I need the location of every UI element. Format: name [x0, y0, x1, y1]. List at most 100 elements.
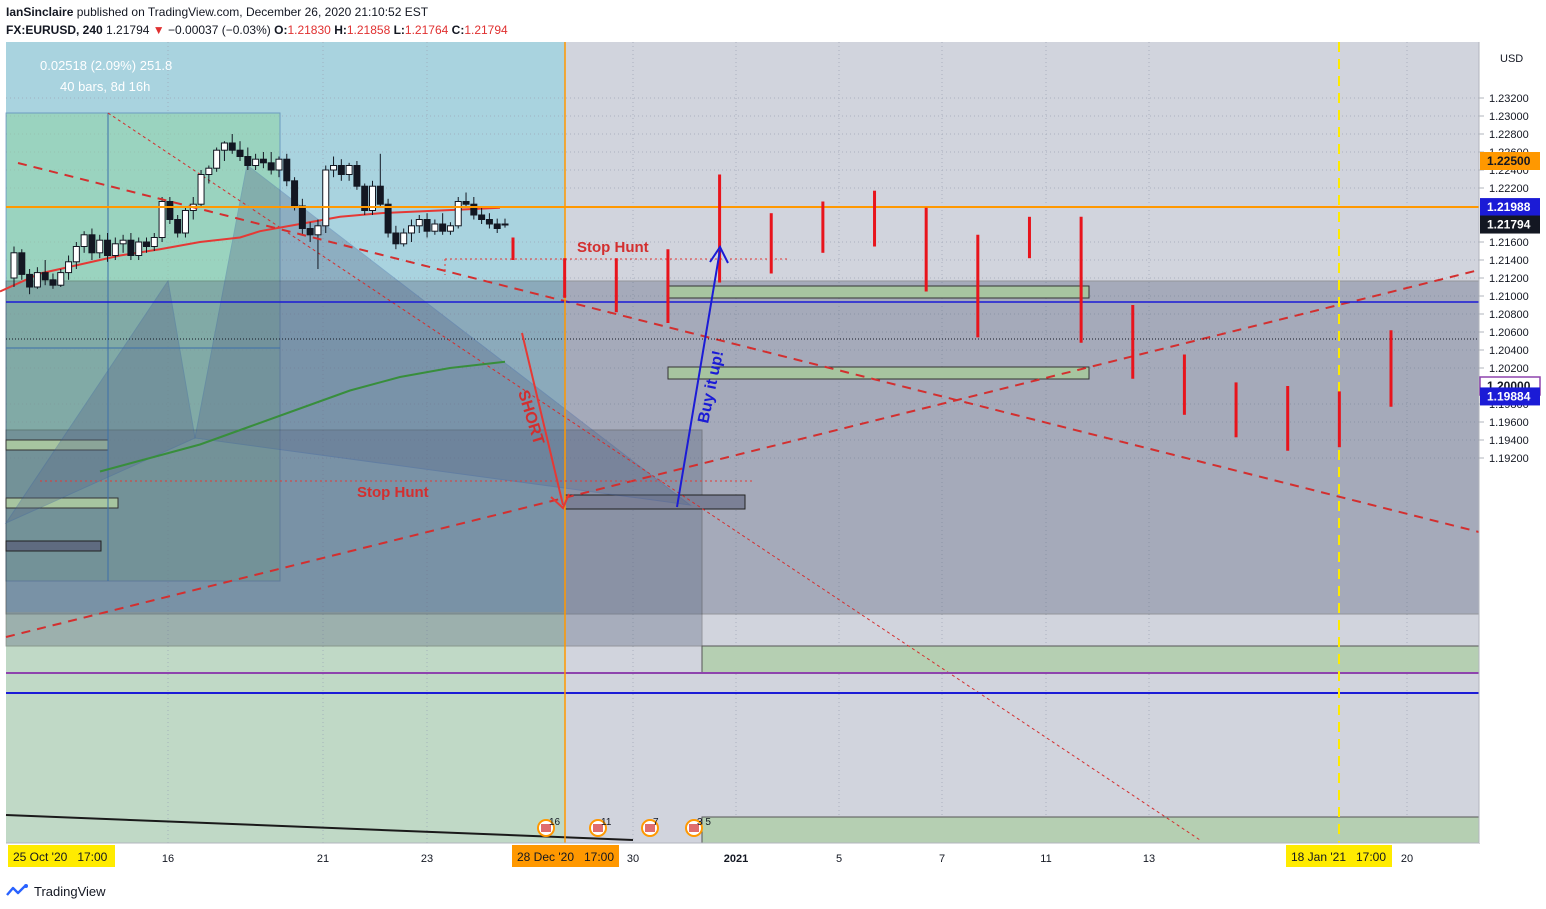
candle-down — [470, 203, 478, 216]
ma-red-line — [0, 206, 501, 293]
x-tick-label: 23 — [421, 853, 433, 865]
price-change: −0.00037 (−0.03%) — [168, 23, 271, 37]
open-value: 1.21830 — [287, 23, 331, 37]
candles-group — [10, 134, 509, 295]
candle-up — [119, 239, 127, 245]
y-tick-label: 1.23200 — [1489, 93, 1529, 105]
time-axis-bg — [6, 843, 1479, 870]
x-tick-label: 5 — [836, 853, 842, 865]
price-label-text: 1.21794 — [1487, 218, 1531, 232]
candle-down — [384, 203, 392, 234]
candle-down — [127, 239, 135, 256]
x-tick-label: 21 — [317, 853, 329, 865]
green-box-upper — [667, 285, 1090, 299]
price-chart[interactable]: Stop Hunt Stop Hunt SHORT Buy it up! 0.0… — [0, 0, 1546, 875]
low-value: 1.21764 — [404, 23, 449, 37]
candle-up — [322, 169, 330, 227]
price-label-text: 1.19884 — [1487, 389, 1531, 403]
candle-down — [392, 232, 400, 245]
x-tick-label: 16 — [162, 853, 174, 865]
candle-down — [41, 272, 49, 281]
candle-up — [33, 272, 41, 288]
author-name[interactable]: IanSinclaire — [6, 5, 74, 19]
event-badges[interactable]: 16 11 7 3 5 — [537, 817, 711, 837]
y-tick-label: 1.21000 — [1489, 291, 1529, 303]
down-arrow-icon: ▼ — [152, 23, 165, 37]
candle-up — [213, 149, 221, 169]
y-tick-label: 1.22200 — [1489, 183, 1529, 195]
candle-down — [493, 223, 501, 229]
event-count: 16 — [549, 817, 561, 828]
x-tick-label: 7 — [939, 853, 945, 865]
candle-down — [353, 165, 361, 187]
supply-zone[interactable] — [5, 280, 1480, 615]
long-support-line — [5, 814, 634, 841]
candle-down — [174, 219, 182, 234]
candle-down — [88, 234, 96, 254]
time-axis-ticks: 16 21 23 30 2021 5 7 11 13 20 — [162, 853, 1413, 865]
footer: TradingView — [6, 880, 106, 902]
candle-down — [49, 279, 57, 286]
candle-down — [18, 252, 26, 275]
green-box-left-2 — [5, 497, 119, 509]
stop-hunt-label-lower: Stop Hunt — [357, 484, 429, 501]
close-label: C: — [451, 23, 465, 37]
candle-down — [306, 228, 314, 236]
candle-down — [283, 158, 291, 182]
candle-down — [501, 223, 509, 226]
candle-down — [478, 214, 486, 220]
candle-up — [454, 201, 462, 227]
candle-down — [142, 241, 150, 247]
y-tick-label: 1.20200 — [1489, 363, 1529, 375]
candle-up — [72, 246, 80, 263]
symbol-label[interactable]: FX:EURUSD, 240 — [6, 23, 103, 37]
candle-up — [345, 165, 353, 175]
candle-down — [361, 185, 369, 211]
flag-stripes — [645, 824, 655, 832]
ohlc-header: FX:EURUSD, 240 1.21794 ▼ −0.00037 (−0.03… — [6, 23, 508, 37]
candle-up — [275, 158, 283, 171]
low-label: L: — [393, 23, 405, 37]
candle-up — [197, 174, 205, 205]
candle-up — [96, 239, 104, 254]
measure-text-change: 0.02518 (2.09%) 251.8 — [40, 58, 172, 73]
dark-box-left — [5, 540, 102, 552]
short-arrow-head-icon — [550, 493, 570, 510]
candle-down — [423, 219, 431, 232]
candle-up — [135, 241, 143, 256]
candle-down — [228, 142, 236, 151]
candle-up — [220, 142, 228, 151]
candle-up — [369, 185, 377, 211]
x-tick-label: 13 — [1143, 853, 1155, 865]
price-axis-ticks: 1.232001.230001.228001.226001.224001.222… — [1479, 93, 1529, 465]
time-highlight-box — [512, 845, 619, 867]
open-label: O: — [274, 23, 288, 37]
y-tick-label: 1.19600 — [1489, 417, 1529, 429]
tradingview-logo-icon[interactable] — [6, 883, 30, 899]
downtrend-line[interactable] — [17, 162, 1480, 533]
y-tick-label: 1.21400 — [1489, 255, 1529, 267]
buy-arrow-head-icon — [709, 245, 729, 264]
high-value: 1.21858 — [346, 23, 391, 37]
candle-up — [10, 252, 18, 279]
uptrend-line[interactable] — [5, 269, 1480, 638]
time-highlight-box — [1286, 845, 1392, 867]
candle-down — [439, 223, 447, 232]
candle-up — [80, 234, 88, 248]
time-highlight-label: 25 Oct '20 17:00 — [13, 850, 108, 864]
candle-up — [57, 272, 65, 286]
candle-up — [111, 243, 119, 257]
candle-up — [446, 225, 454, 232]
projection-bars-group — [511, 174, 1393, 451]
x-tick-label: 2021 — [724, 853, 748, 865]
x-tick-label: 11 — [1040, 853, 1051, 865]
last-price: 1.21794 — [106, 23, 150, 37]
published-text: published on TradingView.com, December 2… — [76, 5, 429, 19]
future-region-bg — [565, 42, 1479, 843]
price-label-box — [1480, 198, 1540, 217]
tradingview-brand[interactable]: TradingView — [34, 883, 106, 899]
flag-stripes — [541, 824, 551, 832]
y-tick-label: 1.19400 — [1489, 435, 1529, 447]
measure-text-bars: 40 bars, 8d 16h — [60, 79, 150, 94]
